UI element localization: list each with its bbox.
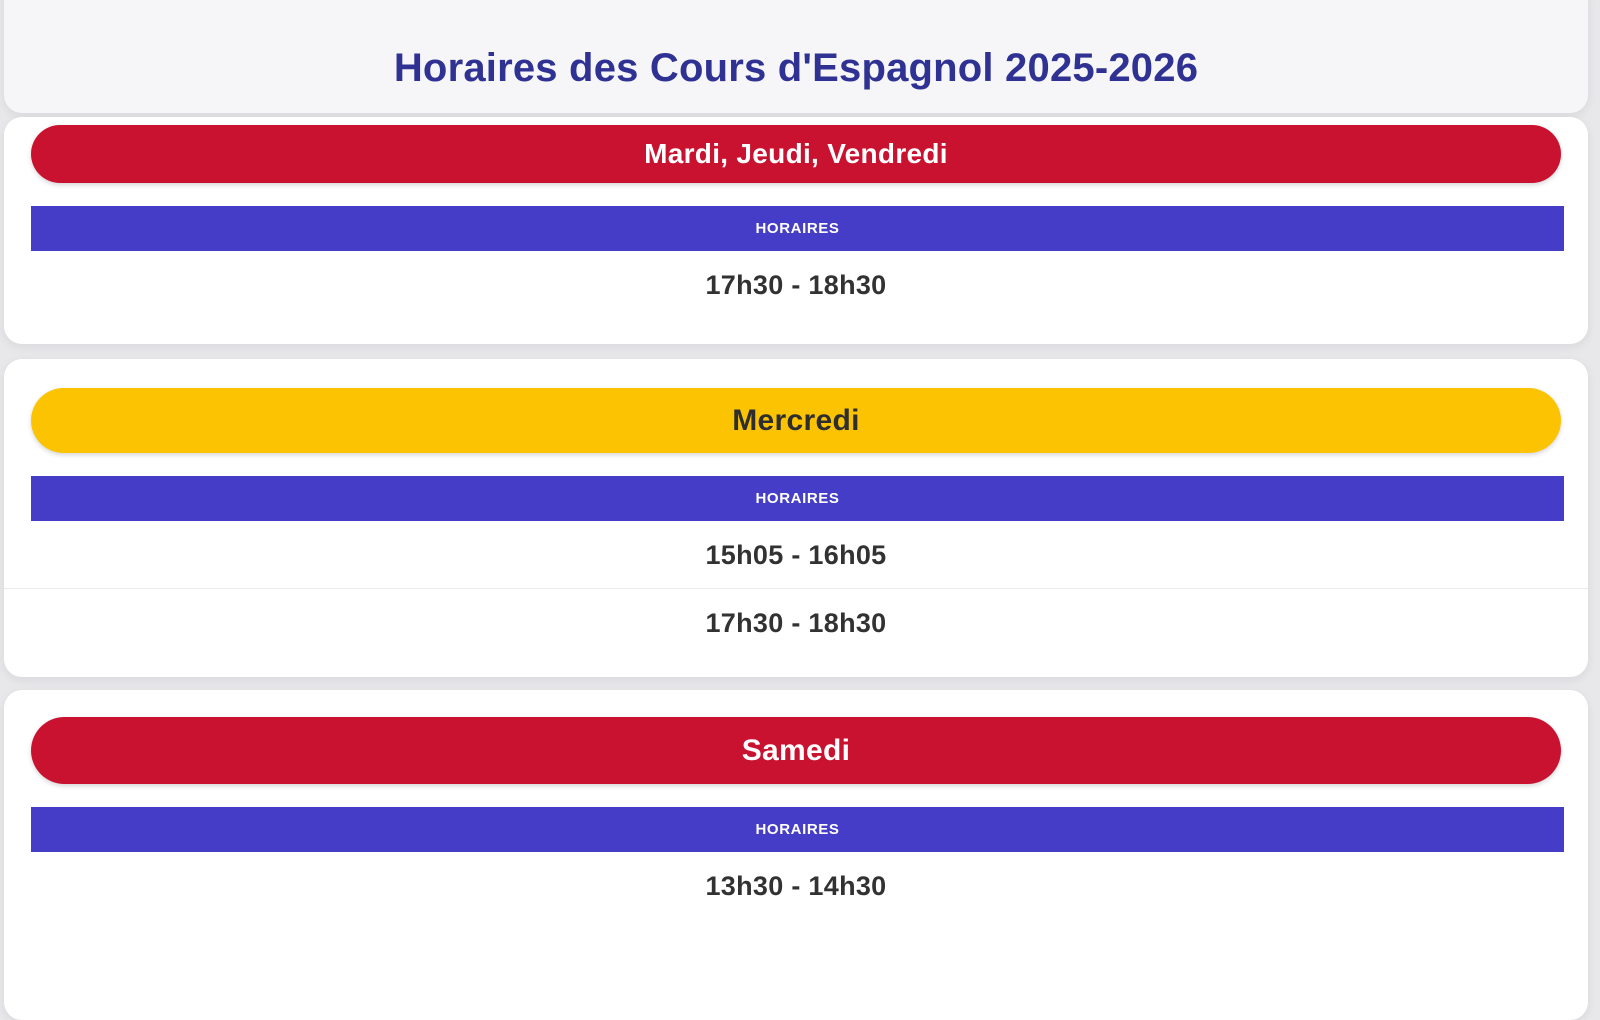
horaires-column-header: HORAIRES xyxy=(31,206,1564,251)
day-pill-samedi: Samedi xyxy=(31,717,1561,784)
page-title: Horaires des Cours d'Espagnol 2025-2026 xyxy=(393,46,1199,90)
schedule-card-mardi-jeudi-vendredi: Mardi, Jeudi, Vendredi HORAIRES 17h30 - … xyxy=(4,117,1588,344)
horaires-column-header: HORAIRES xyxy=(31,807,1564,852)
time-slot: 17h30 - 18h30 xyxy=(705,608,887,638)
schedule-card-mercredi: Mercredi HORAIRES 15h05 - 16h05 17h30 - … xyxy=(4,359,1588,677)
time-slot: 13h30 - 14h30 xyxy=(705,871,887,901)
time-slot: 17h30 - 18h30 xyxy=(705,270,887,300)
page-header-card: Horaires des Cours d'Espagnol 2025-2026 xyxy=(4,0,1588,113)
schedule-card-samedi: Samedi HORAIRES 13h30 - 14h30 xyxy=(4,690,1588,1020)
time-slot: 15h05 - 16h05 xyxy=(705,540,887,570)
time-row-divider xyxy=(4,588,1588,589)
horaires-column-header: HORAIRES xyxy=(31,476,1564,521)
day-pill-mardi-jeudi-vendredi: Mardi, Jeudi, Vendredi xyxy=(31,125,1561,183)
day-pill-mercredi: Mercredi xyxy=(31,388,1561,453)
